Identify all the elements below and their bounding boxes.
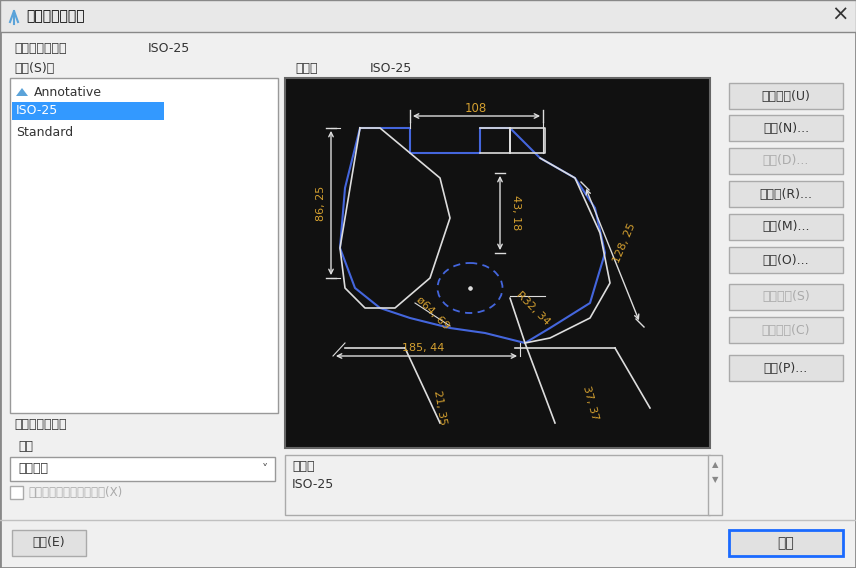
Bar xyxy=(10,457,275,481)
Text: 标注样式管理器: 标注样式管理器 xyxy=(26,9,85,23)
Bar xyxy=(729,115,843,141)
Text: 列出: 列出 xyxy=(18,441,33,453)
Text: 重命名(R)...: 重命名(R)... xyxy=(759,187,812,201)
Text: 21, 35: 21, 35 xyxy=(432,390,448,426)
Bar xyxy=(12,102,164,120)
Text: 128, 25: 128, 25 xyxy=(612,222,638,265)
Text: 样式显示选项：: 样式显示选项： xyxy=(14,419,67,432)
Text: 所有样式: 所有样式 xyxy=(18,462,48,475)
Bar xyxy=(729,530,843,556)
Bar xyxy=(10,486,23,499)
Text: R32, 34: R32, 34 xyxy=(514,289,552,327)
Text: ▼: ▼ xyxy=(711,475,718,485)
Bar xyxy=(729,181,843,207)
Text: 当前标注样式：: 当前标注样式： xyxy=(14,41,67,55)
Text: 新建(N)...: 新建(N)... xyxy=(763,122,809,135)
Text: 108: 108 xyxy=(465,102,487,115)
Text: ˅: ˅ xyxy=(262,462,268,475)
Text: 关闭: 关闭 xyxy=(777,536,794,550)
Text: 比较(P)...: 比较(P)... xyxy=(764,361,808,374)
Text: Standard: Standard xyxy=(16,126,73,139)
Bar xyxy=(708,455,722,515)
Bar xyxy=(285,455,710,515)
Text: 帮助(E): 帮助(E) xyxy=(33,537,65,549)
Text: ø64, 69: ø64, 69 xyxy=(414,295,451,331)
Bar xyxy=(729,317,843,343)
Bar xyxy=(0,0,856,32)
Bar xyxy=(12,530,86,556)
Text: ISO-25: ISO-25 xyxy=(16,105,58,118)
Text: ISO-25: ISO-25 xyxy=(292,478,334,491)
Text: 修改(M)...: 修改(M)... xyxy=(762,220,810,233)
Text: 置为当前(U): 置为当前(U) xyxy=(762,90,811,102)
Bar xyxy=(729,148,843,174)
Text: 删除(D)...: 删除(D)... xyxy=(763,154,809,168)
Text: 保存替代(S): 保存替代(S) xyxy=(762,290,810,303)
Text: ISO-25: ISO-25 xyxy=(148,41,190,55)
Text: ▲: ▲ xyxy=(711,461,718,470)
Bar xyxy=(10,78,278,413)
Text: Annotative: Annotative xyxy=(34,86,102,98)
Text: ×: × xyxy=(831,5,849,25)
Bar xyxy=(729,284,843,310)
Text: 37, 37: 37, 37 xyxy=(580,385,599,421)
Bar xyxy=(729,214,843,240)
Text: 样式(S)：: 样式(S)： xyxy=(14,61,54,74)
Text: 替代(O)...: 替代(O)... xyxy=(763,253,809,266)
Text: 预览：: 预览： xyxy=(295,61,318,74)
Text: 185, 44: 185, 44 xyxy=(401,343,444,353)
Bar xyxy=(729,355,843,381)
Text: 43, 18: 43, 18 xyxy=(511,195,521,231)
Text: 不列出外部参照中的样式(X): 不列出外部参照中的样式(X) xyxy=(28,486,122,499)
Text: 86, 25: 86, 25 xyxy=(316,185,326,220)
Bar xyxy=(729,83,843,109)
Bar xyxy=(285,78,710,448)
Text: ISO-25: ISO-25 xyxy=(370,61,413,74)
Text: 清除替代(C): 清除替代(C) xyxy=(762,324,811,336)
Bar xyxy=(729,247,843,273)
Text: 说明：: 说明： xyxy=(292,461,314,474)
Polygon shape xyxy=(16,88,28,96)
